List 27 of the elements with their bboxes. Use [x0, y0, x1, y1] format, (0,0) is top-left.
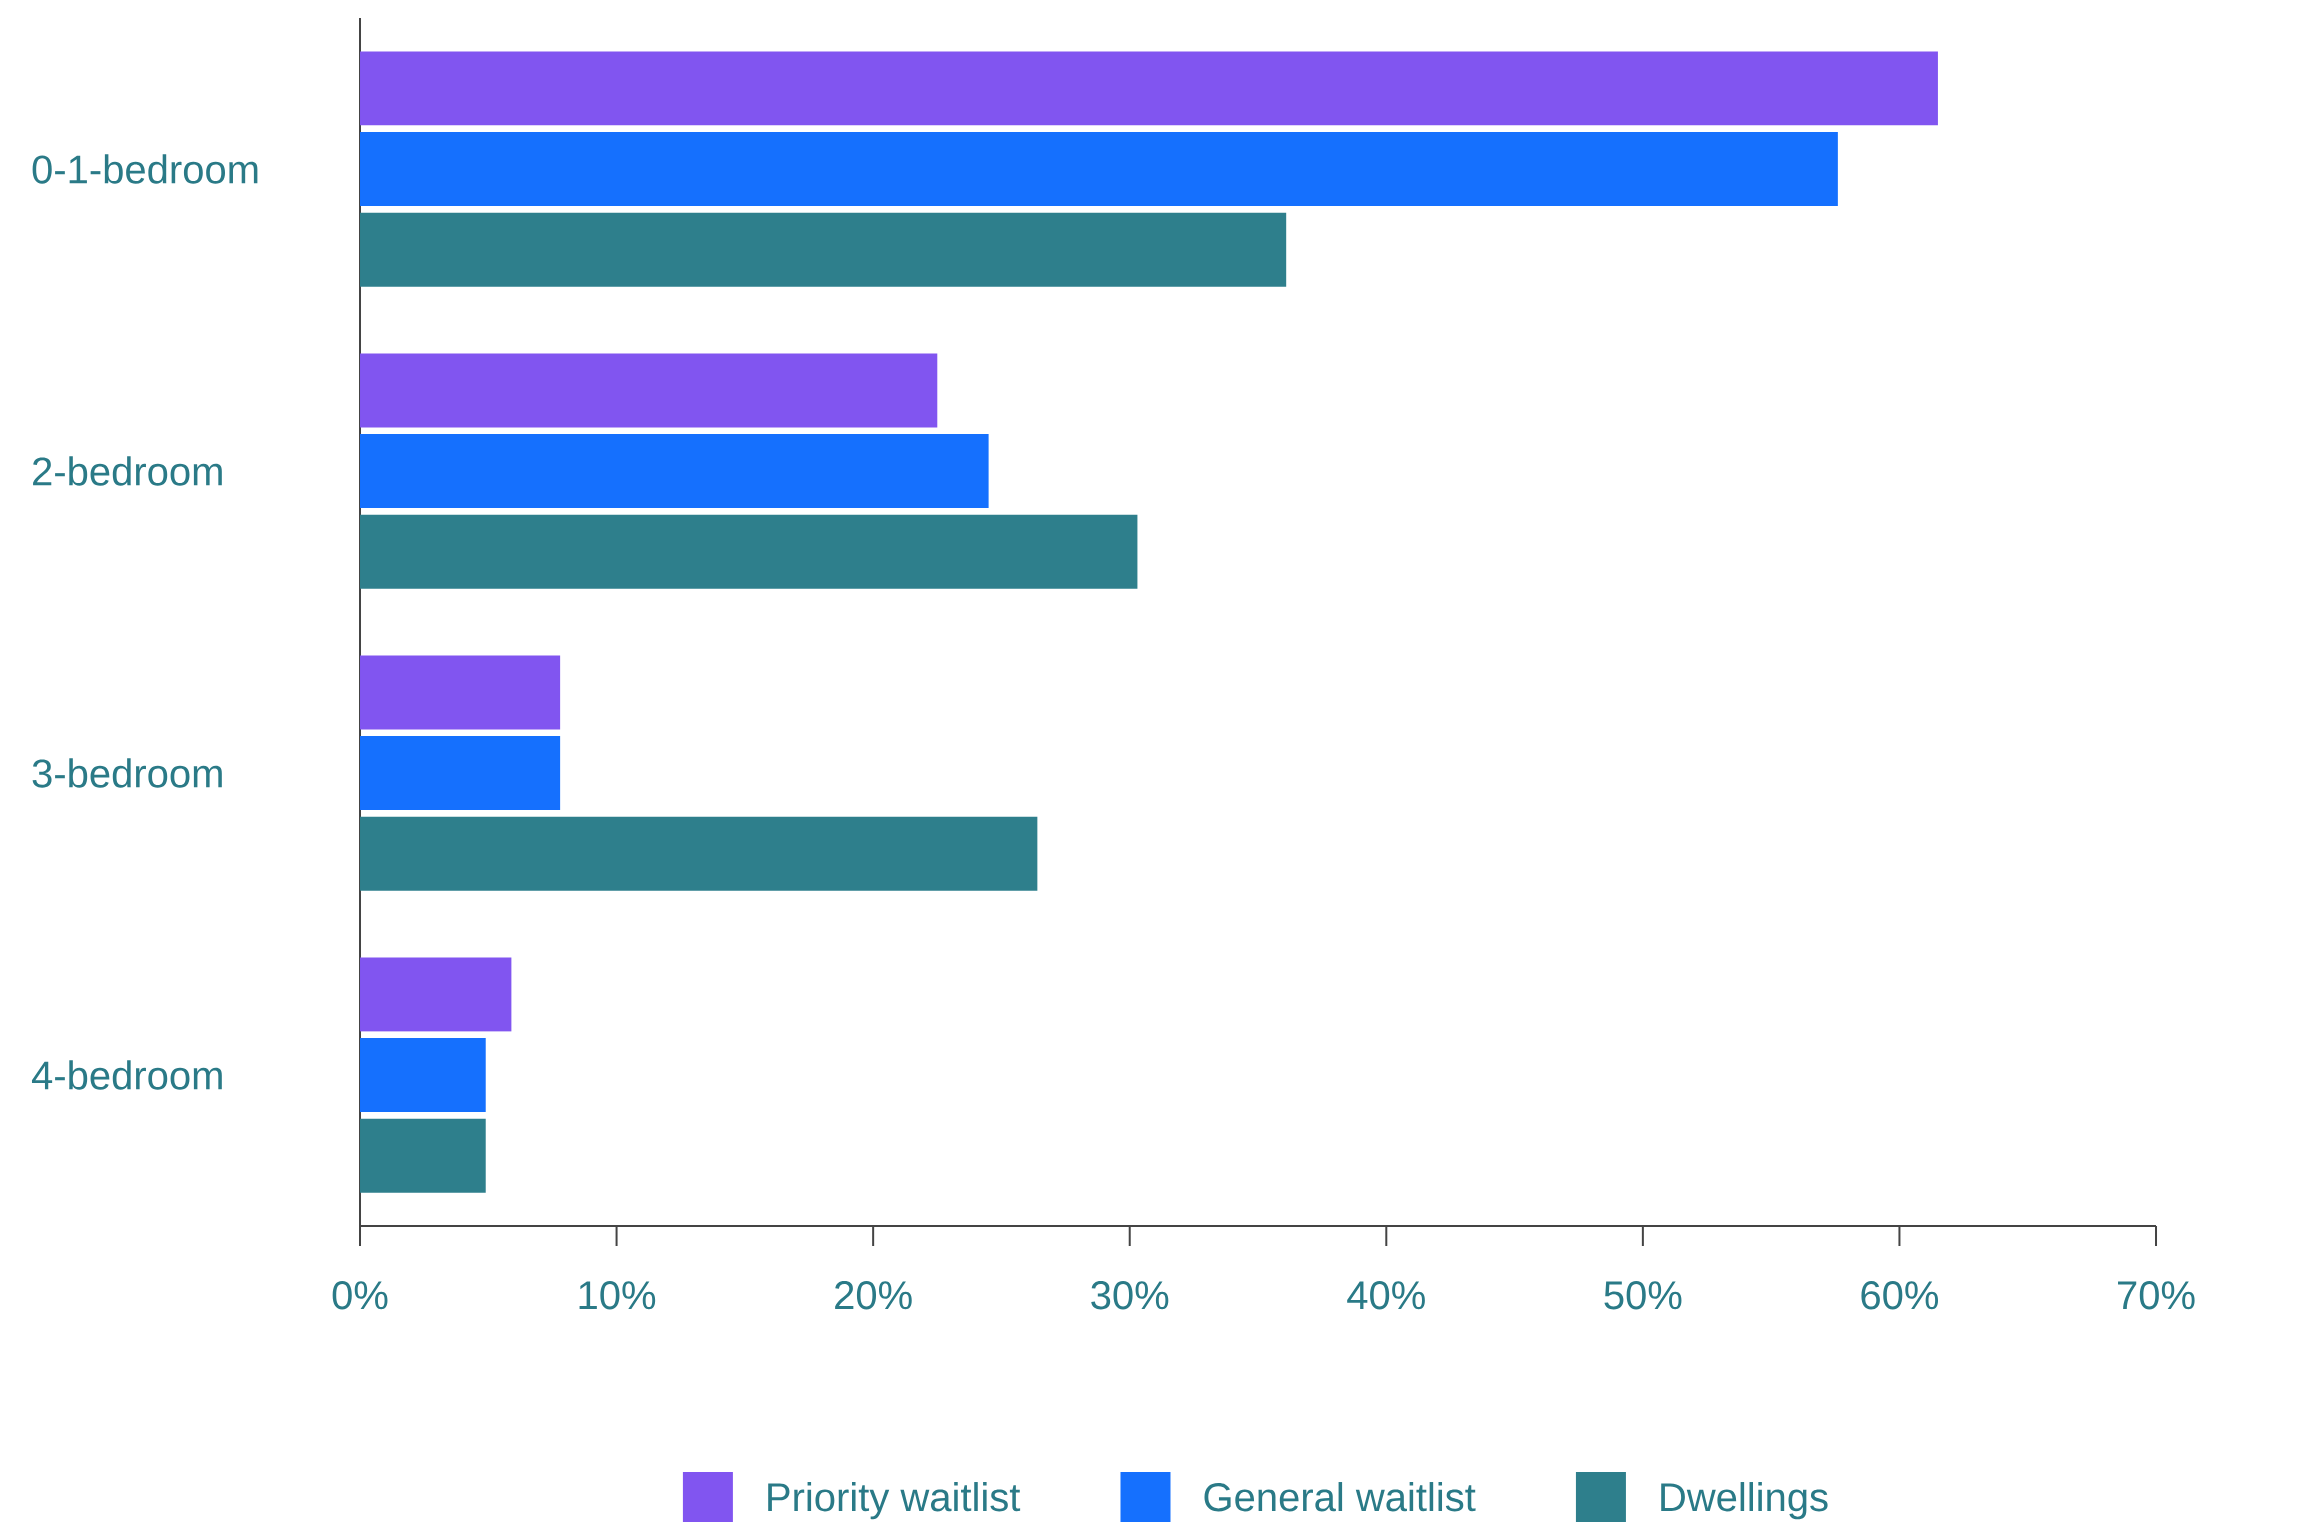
bar	[360, 1038, 486, 1113]
x-tick-label: 20%	[835, 1281, 912, 1310]
x-tick-label: 70%	[2118, 1281, 2195, 1310]
x-tick-label: 50%	[1604, 1281, 1682, 1310]
legend-label: General waitlist	[1204, 1482, 1476, 1512]
x-tick-label: 60%	[1861, 1281, 1939, 1310]
y-tick-label: 4-bedroom	[31, 1060, 222, 1090]
bar	[360, 514, 1138, 589]
y-tick-label: 3-bedroom	[32, 758, 222, 788]
x-tick-label: 40%	[1347, 1281, 1425, 1310]
x-tick-label: 0%	[332, 1281, 388, 1310]
x-tick-label: 30%	[1091, 1281, 1169, 1310]
y-tick-label: 2-bedroom	[33, 456, 222, 486]
legend-label: Dwellings	[1661, 1482, 1828, 1520]
bar	[360, 736, 561, 811]
bar	[360, 816, 1038, 891]
bar	[360, 1118, 486, 1193]
bar	[360, 434, 989, 509]
bar	[360, 132, 1838, 207]
bar	[360, 655, 561, 730]
bar	[360, 353, 938, 428]
x-tick-label: 10%	[579, 1281, 656, 1310]
bar	[360, 957, 512, 1032]
legend-label: Priority waitlist	[768, 1482, 1021, 1520]
bar	[360, 212, 1287, 287]
y-tick-label: 0-1-bedroom	[32, 154, 258, 184]
bar	[360, 51, 1938, 126]
